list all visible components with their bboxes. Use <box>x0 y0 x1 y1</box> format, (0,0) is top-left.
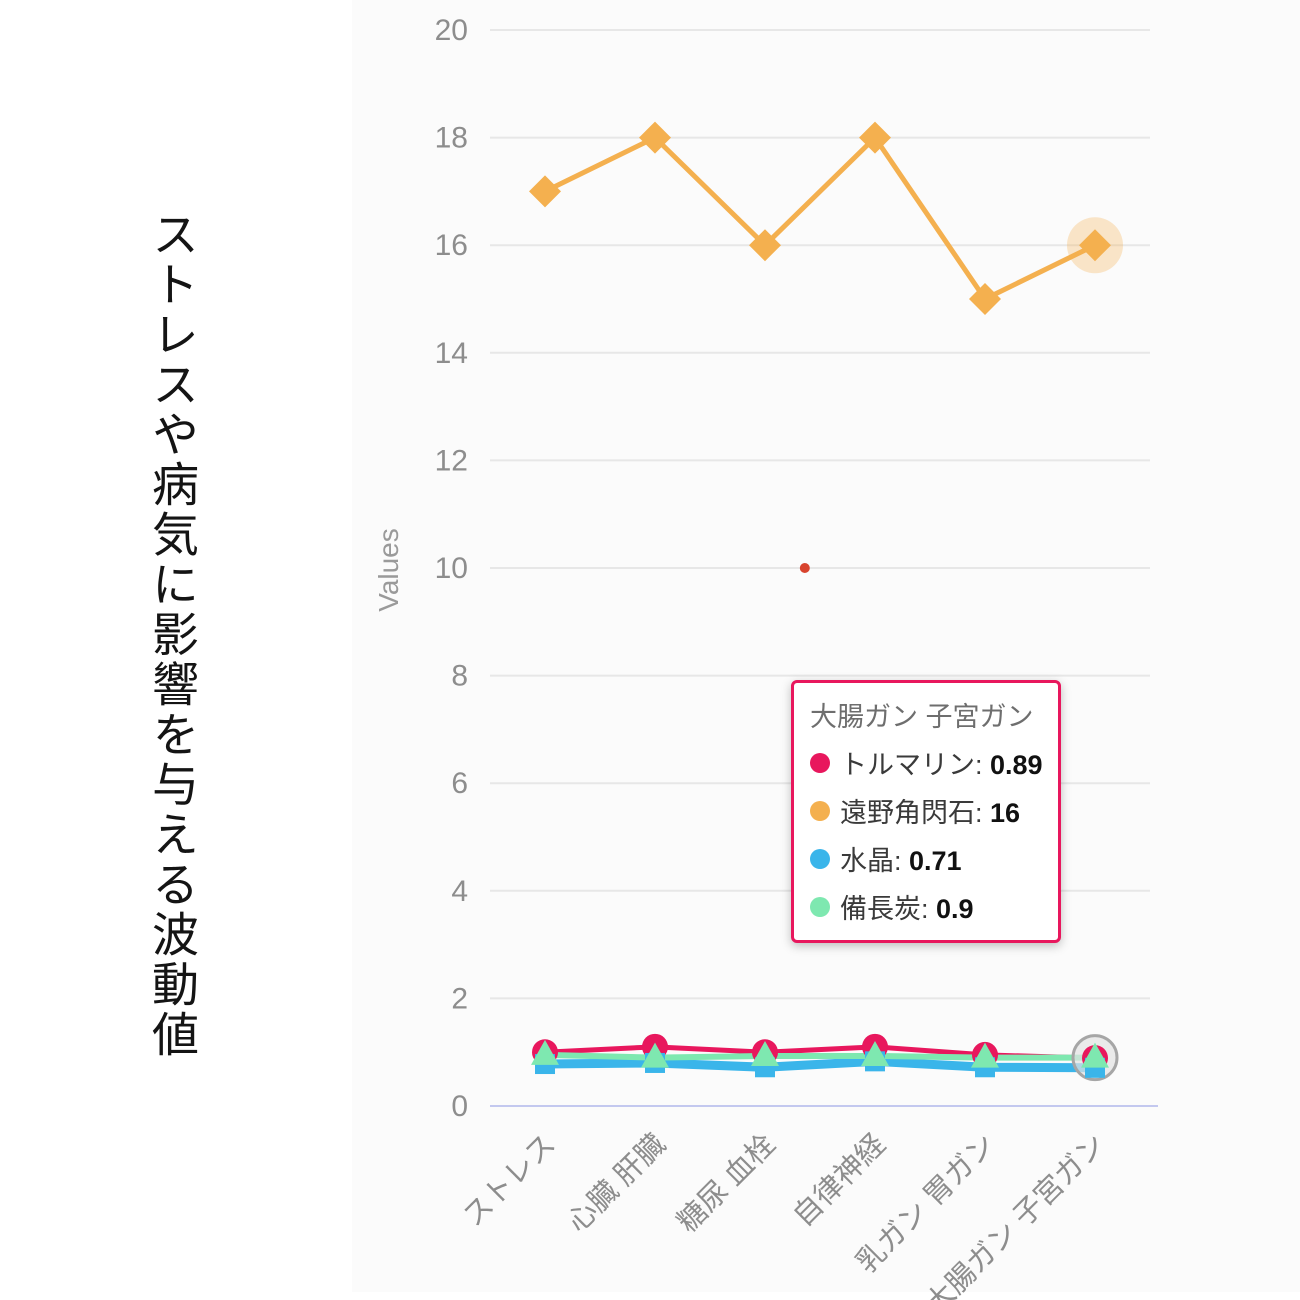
series-color-dot <box>810 848 830 869</box>
tooltip-title: 大腸ガン 子宮ガン <box>810 702 1034 732</box>
svg-text:6: 6 <box>451 767 468 800</box>
tooltip-entry: トルマリン: 0.89 <box>840 750 1043 780</box>
tooltip-entry: 備長炭: 0.9 <box>840 894 974 924</box>
tooltip-row: 備長炭: 0.9 <box>810 887 1042 926</box>
svg-text:12: 12 <box>435 444 468 477</box>
tooltip-row: 遠野角閃石: 16 <box>810 791 1042 830</box>
svg-text:16: 16 <box>435 229 468 262</box>
svg-text:4: 4 <box>451 875 468 908</box>
tooltip-row: トルマリン: 0.89 <box>810 743 1043 782</box>
svg-text:心臓 肝臓: 心臓 肝臓 <box>561 1128 672 1239</box>
tooltip-row: 水晶: 0.71 <box>810 839 1042 878</box>
svg-text:糖尿 血栓: 糖尿 血栓 <box>671 1128 782 1239</box>
svg-text:ストレス: ストレス <box>457 1128 562 1233</box>
svg-text:Values: Values <box>373 528 404 612</box>
svg-text:18: 18 <box>435 122 468 155</box>
chart-background <box>352 0 1300 1292</box>
svg-text:20: 20 <box>435 14 468 47</box>
series-color-dot <box>810 800 830 821</box>
svg-text:8: 8 <box>451 660 468 693</box>
svg-text:大腸ガン 子宮ガン: 大腸ガン 子宮ガン <box>919 1128 1112 1300</box>
svg-text:0: 0 <box>451 1090 468 1123</box>
series-color-dot <box>810 896 830 917</box>
series-color-dot <box>810 752 830 773</box>
chart-tooltip: 大腸ガン 子宮ガン トルマリン: 0.89 遠野角閃石: 16 水晶: 0.71… <box>791 680 1061 943</box>
page-title: ストレスや病気に影響を与える波動値 <box>145 210 198 1060</box>
svg-text:2: 2 <box>451 982 468 1015</box>
tooltip-entry: 水晶: 0.71 <box>840 846 962 876</box>
svg-text:自律神経: 自律神経 <box>787 1128 892 1233</box>
tooltip-entry: 遠野角閃石: 16 <box>840 798 1021 828</box>
svg-text:14: 14 <box>435 337 468 370</box>
svg-text:10: 10 <box>435 552 468 585</box>
